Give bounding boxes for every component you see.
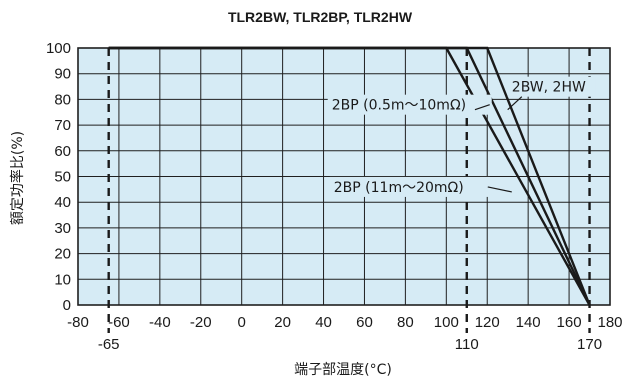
annotation-leader <box>474 104 490 111</box>
y-tick-label: 40 <box>54 194 71 211</box>
annotation-label: 2BP (0.5m～10mΩ) <box>332 98 466 114</box>
x-tick-label: 100 <box>434 314 459 331</box>
x-tick-label: 20 <box>274 314 291 331</box>
annotation-leader <box>487 186 512 193</box>
y-tick-label: 50 <box>54 169 71 186</box>
y-tick-label: 90 <box>54 66 71 83</box>
annotation-label: 2BW, 2HW <box>512 80 586 96</box>
y-axis-title: 額定功率比(%) <box>9 131 26 225</box>
series-line <box>108 46 591 306</box>
x-axis-title: 端子部温度(°C) <box>294 362 392 378</box>
x-extra-label: 110 <box>455 336 479 353</box>
x-tick-label: -60 <box>108 314 130 331</box>
y-tick-label: 70 <box>54 117 71 134</box>
annotation-label: 2BP (11m～20mΩ) <box>334 180 464 196</box>
x-tick-label: 180 <box>597 314 622 331</box>
x-extra-label: 170 <box>577 336 602 353</box>
y-tick-label: 30 <box>54 220 71 237</box>
x-tick-label: 80 <box>397 314 414 331</box>
x-tick-label: 140 <box>516 314 541 331</box>
x-tick-label: 40 <box>315 314 332 331</box>
chart-title: TLR2BW, TLR2BP, TLR2HW <box>228 9 413 25</box>
y-tick-label: 10 <box>54 271 71 288</box>
x-tick-label: 120 <box>475 314 500 331</box>
y-tick-label: 20 <box>54 246 71 263</box>
x-tick-label: 60 <box>356 314 373 331</box>
y-tick-label: 100 <box>46 40 71 57</box>
annotation-bg <box>327 94 492 115</box>
x-tick-label: -80 <box>67 314 89 331</box>
y-tick-label: 0 <box>63 297 71 314</box>
y-tick-label: 60 <box>54 143 71 160</box>
x-extra-label: -65 <box>98 336 120 353</box>
x-tick-label: -20 <box>190 314 212 331</box>
x-tick-label: 160 <box>557 314 582 331</box>
y-tick-label: 80 <box>54 91 71 108</box>
annotation-bg <box>329 176 490 197</box>
annotation-bg <box>507 76 596 97</box>
x-tick-label: 0 <box>238 314 246 331</box>
x-tick-label: -40 <box>149 314 171 331</box>
annotation-leader <box>507 96 523 111</box>
